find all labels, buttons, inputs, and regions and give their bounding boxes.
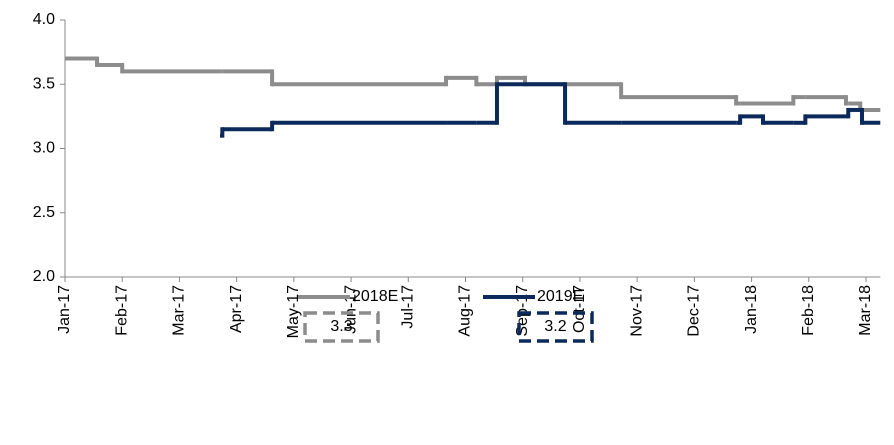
x-tick-label: Apr-17 bbox=[228, 285, 245, 333]
y-tick-label: 3.0 bbox=[33, 140, 55, 157]
x-tick-label: Jul-17 bbox=[400, 285, 417, 329]
x-tick-label: Oct-17 bbox=[571, 285, 588, 333]
x-tick-label: Mar-17 bbox=[171, 285, 188, 336]
x-tick-label: Feb-17 bbox=[113, 285, 130, 336]
legend-label: 2019E bbox=[537, 288, 583, 305]
value-box-label: 3.2 bbox=[544, 318, 566, 335]
value-box-label: 3.3 bbox=[330, 318, 352, 335]
value-box bbox=[517, 311, 594, 343]
x-tick-label: Dec-17 bbox=[686, 285, 703, 337]
x-tick-label: Sep-17 bbox=[514, 285, 531, 337]
y-tick-label: 2.5 bbox=[33, 204, 55, 221]
value-box bbox=[303, 311, 380, 343]
x-tick-label: Jan-17 bbox=[56, 285, 73, 334]
x-tick-label: Nov-17 bbox=[628, 285, 645, 337]
y-tick-label: 4.0 bbox=[33, 11, 55, 28]
x-tick-label: Mar-18 bbox=[857, 285, 874, 336]
series-line bbox=[220, 82, 881, 138]
y-tick-label: 3.5 bbox=[33, 75, 55, 92]
series-line bbox=[65, 56, 881, 112]
x-tick-label: Feb-18 bbox=[800, 285, 817, 336]
x-tick-label: Jan-18 bbox=[743, 285, 760, 334]
legend-label: 2018E bbox=[352, 288, 398, 305]
y-tick-label: 2.0 bbox=[33, 268, 55, 285]
x-tick-label: Aug-17 bbox=[457, 285, 474, 337]
x-tick-label: May-17 bbox=[285, 285, 302, 338]
